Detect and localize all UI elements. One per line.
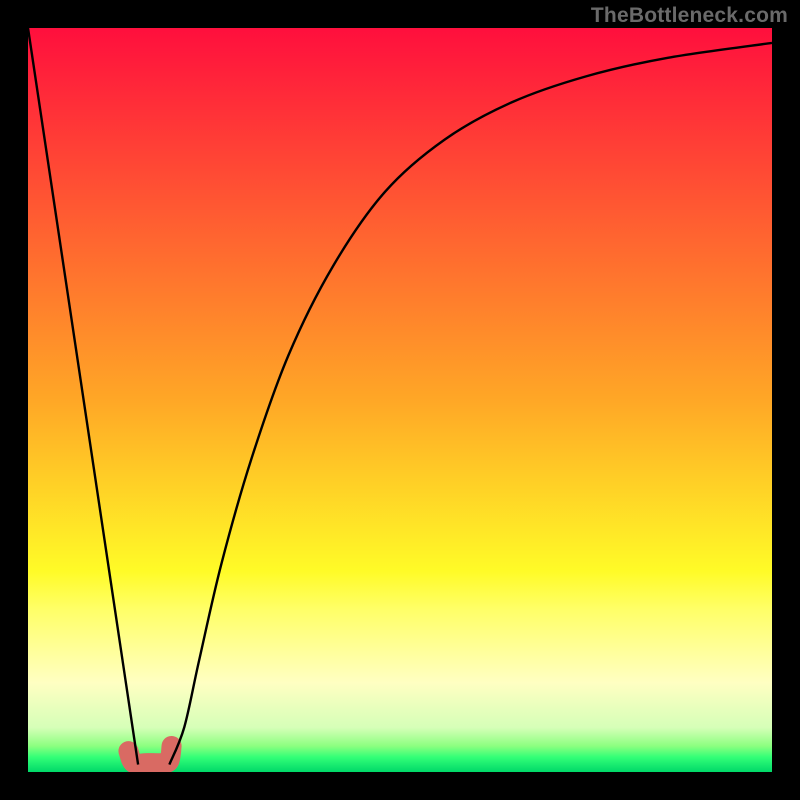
- gradient-background: [28, 28, 772, 772]
- watermark-text: TheBottleneck.com: [591, 4, 788, 28]
- chart-container: TheBottleneck.com: [0, 0, 800, 800]
- chart-svg: [28, 28, 772, 772]
- plot-area: [28, 28, 772, 772]
